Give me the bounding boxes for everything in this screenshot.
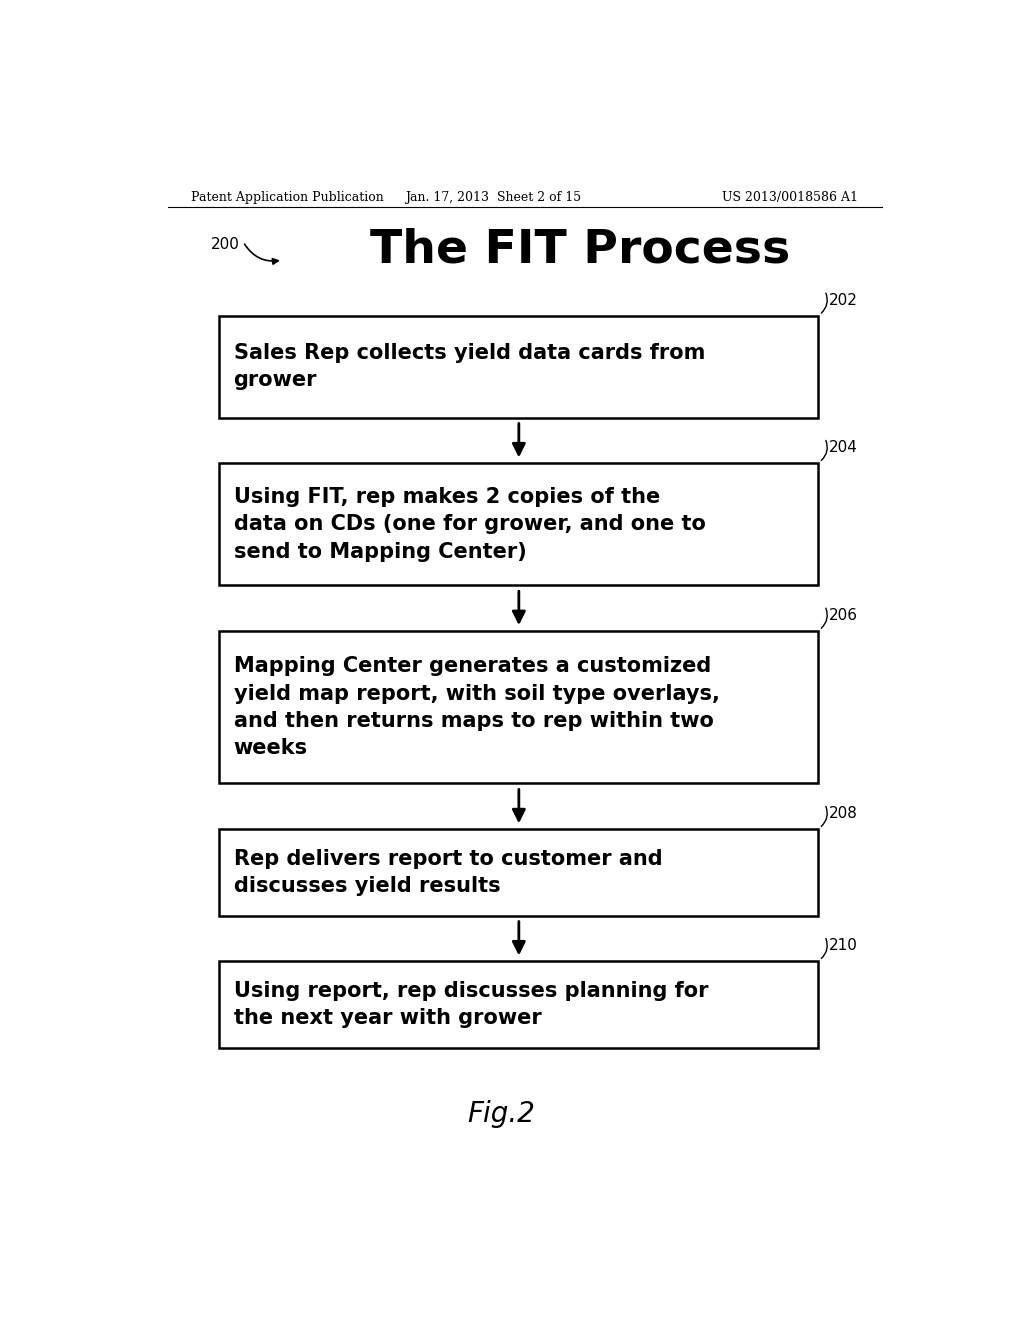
Text: Using FIT, rep makes 2 copies of the
data on CDs (one for grower, and one to
sen: Using FIT, rep makes 2 copies of the dat… <box>233 487 706 561</box>
Text: 202: 202 <box>828 293 858 308</box>
Bar <box>219 463 818 585</box>
Bar <box>219 829 818 916</box>
Text: 200: 200 <box>211 238 241 252</box>
Text: US 2013/0018586 A1: US 2013/0018586 A1 <box>722 190 858 203</box>
Text: Patent Application Publication: Patent Application Publication <box>191 190 384 203</box>
Bar <box>219 961 818 1048</box>
Text: Mapping Center generates a customized
yield map report, with soil type overlays,: Mapping Center generates a customized yi… <box>233 656 720 758</box>
Text: Jan. 17, 2013  Sheet 2 of 15: Jan. 17, 2013 Sheet 2 of 15 <box>406 190 581 203</box>
Text: Fig.2: Fig.2 <box>467 1100 535 1127</box>
Text: The FIT Process: The FIT Process <box>371 227 791 272</box>
Bar <box>219 631 818 784</box>
Text: Using report, rep discusses planning for
the next year with grower: Using report, rep discusses planning for… <box>233 981 708 1028</box>
Text: Sales Rep collects yield data cards from
grower: Sales Rep collects yield data cards from… <box>233 343 705 391</box>
Text: 210: 210 <box>828 939 858 953</box>
Text: 204: 204 <box>828 440 858 455</box>
Text: Rep delivers report to customer and
discusses yield results: Rep delivers report to customer and disc… <box>233 849 663 896</box>
Text: 206: 206 <box>828 609 858 623</box>
Text: 208: 208 <box>828 807 858 821</box>
Bar <box>219 315 818 417</box>
